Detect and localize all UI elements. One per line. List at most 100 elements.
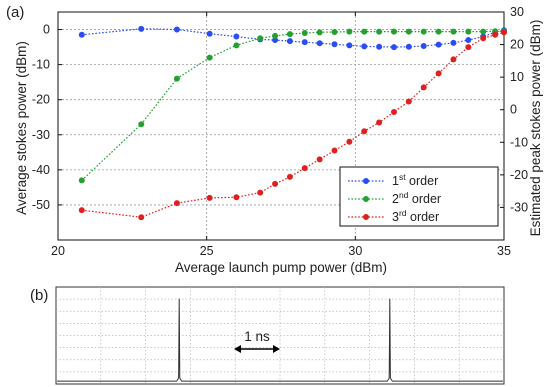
- x-tick-label: 20: [51, 244, 65, 258]
- data-point: [492, 31, 499, 38]
- data-point: [450, 39, 457, 46]
- y2-tick-label: -30: [510, 200, 528, 214]
- legend-marker: [363, 214, 369, 220]
- legend: 1st order 2nd order 3rd order: [339, 166, 499, 227]
- data-point: [435, 70, 442, 77]
- data-point: [390, 44, 397, 51]
- chart-a-x-ticks: 20 25 30 35: [51, 12, 511, 258]
- arrow-right-head-icon: [273, 345, 280, 353]
- data-point: [173, 26, 180, 33]
- series-line: [81, 30, 504, 181]
- data-point: [420, 84, 427, 91]
- data-point: [78, 207, 85, 214]
- data-point: [316, 29, 323, 36]
- y2-tick-label: 30: [510, 5, 524, 19]
- data-point: [286, 31, 293, 38]
- data-point: [331, 147, 338, 154]
- data-point: [376, 43, 383, 50]
- data-point: [465, 44, 472, 51]
- y-tick-label: -40: [32, 163, 50, 177]
- data-point: [361, 128, 368, 135]
- data-point: [420, 28, 427, 35]
- data-point: [138, 214, 145, 221]
- data-point: [206, 30, 213, 37]
- y2-tick-label: 10: [510, 70, 524, 84]
- data-point: [450, 28, 457, 35]
- y2-axis-label: Estimated peak stokes power (dBm): [528, 20, 543, 237]
- x-tick-label: 30: [348, 244, 362, 258]
- y-tick-label: -10: [32, 58, 50, 72]
- data-point: [286, 38, 293, 45]
- data-point: [257, 189, 264, 196]
- data-point: [331, 41, 338, 48]
- data-point: [390, 108, 397, 115]
- data-point: [465, 28, 472, 35]
- data-point: [346, 28, 353, 35]
- panel-a-label: (a): [6, 4, 24, 21]
- legend-label: 1st order: [392, 172, 438, 188]
- data-point: [206, 194, 213, 201]
- data-point: [390, 28, 397, 35]
- panel-b-label: (b): [30, 287, 48, 304]
- legend-label: 3rd order: [392, 208, 439, 224]
- data-point: [301, 30, 308, 37]
- data-point: [480, 35, 487, 42]
- chart-b: 1 ns: [55, 286, 505, 385]
- data-point: [173, 75, 180, 82]
- data-point: [376, 28, 383, 35]
- data-point: [272, 180, 279, 187]
- legend-label: 2nd order: [392, 190, 441, 206]
- data-point: [206, 54, 213, 61]
- y2-tick-label: -10: [510, 135, 528, 149]
- data-point: [138, 121, 145, 128]
- time-scale-label: 1 ns: [244, 329, 270, 344]
- chart-a-series: [78, 25, 507, 221]
- data-point: [405, 43, 412, 50]
- data-point: [450, 56, 457, 63]
- chart-b-grid: [56, 287, 504, 384]
- data-point: [233, 33, 240, 40]
- y-axis-label: Average stokes power (dBm): [14, 41, 29, 215]
- data-point: [405, 28, 412, 35]
- chart-a: 20 25 30 35 -50-40-30-20-100 -30-20-1001020…: [14, 5, 543, 275]
- pulse-train-trace: [57, 298, 503, 382]
- data-point: [405, 98, 412, 105]
- y-tick-label: -50: [32, 198, 50, 212]
- x-tick-label: 25: [200, 244, 214, 258]
- data-point: [78, 177, 85, 184]
- chart-a-y2-ticks: -30 -20 -10 0 10 20 30: [500, 5, 528, 214]
- chart-a-y-ticks: -50 -40 -30 -20 -10 0: [32, 23, 62, 212]
- legend-marker: [363, 196, 369, 202]
- data-point: [361, 28, 368, 35]
- data-point: [286, 173, 293, 180]
- series-1: [78, 25, 507, 51]
- data-point: [361, 43, 368, 50]
- data-point: [173, 200, 180, 207]
- data-point: [480, 28, 487, 35]
- data-point: [301, 165, 308, 172]
- data-point: [301, 39, 308, 46]
- data-point: [331, 28, 338, 35]
- data-point: [435, 28, 442, 35]
- data-point: [376, 119, 383, 126]
- data-point: [435, 41, 442, 48]
- data-point: [138, 25, 145, 32]
- data-point: [346, 42, 353, 49]
- y2-tick-label: -20: [510, 168, 528, 182]
- y-tick-label: -30: [32, 128, 50, 142]
- data-point: [272, 32, 279, 39]
- arrow-left-head-icon: [234, 345, 241, 353]
- data-point: [233, 194, 240, 201]
- data-point: [500, 29, 507, 36]
- data-point: [233, 42, 240, 49]
- data-point: [78, 31, 85, 38]
- series-2: [78, 28, 507, 184]
- data-point: [420, 43, 427, 50]
- data-point: [346, 138, 353, 145]
- data-point: [257, 35, 264, 42]
- legend-marker: [363, 178, 369, 184]
- x-axis-label: Average launch pump power (dBm): [175, 260, 387, 275]
- data-point: [465, 37, 472, 44]
- series-3: [78, 29, 507, 221]
